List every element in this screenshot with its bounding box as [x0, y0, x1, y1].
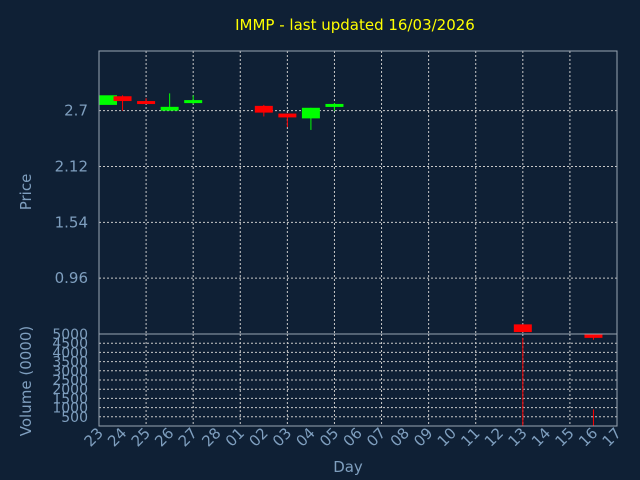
candle-body-13 [513, 324, 532, 333]
volume-bars [522, 337, 594, 426]
candle-body-23 [99, 95, 117, 105]
price-tick-2.12: 2.12 [55, 158, 88, 176]
volume-tick-1500: 1500 [52, 391, 88, 407]
candle-body-24 [113, 96, 132, 102]
volume-tick-2000: 2000 [52, 382, 88, 398]
x-tick-03: 03 [269, 424, 295, 450]
candlestick-series [98, 93, 603, 340]
x-tick-06: 06 [340, 424, 366, 450]
x-tick-24: 24 [104, 424, 130, 450]
x-tick-25: 25 [128, 424, 154, 450]
volume-tick-4500: 4500 [52, 336, 88, 352]
x-tick-05: 05 [316, 424, 342, 450]
x-tick-07: 07 [363, 424, 389, 450]
x-tick-10: 10 [434, 424, 460, 450]
volume-tick-5000: 5000 [52, 327, 88, 343]
price-tick-0.96: 0.96 [55, 269, 88, 287]
volume-gridlines [99, 333, 617, 426]
volume-tick-3000: 3000 [52, 364, 88, 380]
x-tick-01: 01 [222, 424, 248, 450]
candle-body-27 [184, 100, 203, 104]
price-tick-labels: 0.96 1.54 2.12 2.7 [55, 102, 88, 287]
candle-body-25 [137, 101, 156, 105]
x-tick-23: 23 [81, 424, 107, 450]
x-tick-09: 09 [410, 424, 436, 450]
volume-tick-1000: 1000 [52, 401, 88, 417]
candle-body-04 [301, 107, 320, 119]
volume-tick-4000: 4000 [52, 345, 88, 361]
candle-body-05 [325, 103, 344, 107]
x-tick-27: 27 [175, 424, 201, 450]
candle-body-16 [584, 334, 603, 338]
volume-tick-3500: 3500 [52, 355, 88, 371]
x-tick-17: 17 [599, 424, 625, 450]
x-tick-11: 11 [457, 424, 483, 450]
x-axis-label: Day [333, 458, 363, 476]
x-tick-08: 08 [387, 424, 413, 450]
x-tick-labels: 2324252627280102030405060708091011121314… [81, 424, 625, 450]
candle-body-26 [160, 106, 179, 111]
chart-title: IMMP - last updated 16/03/2026 [235, 16, 475, 34]
price-panel-frame [98, 50, 618, 335]
price-axis-label: Price [17, 174, 35, 211]
x-tick-15: 15 [552, 424, 578, 450]
x-tick-12: 12 [481, 424, 507, 450]
volume-panel-frame [98, 333, 618, 427]
price-tick-2.7: 2.7 [64, 102, 88, 120]
x-tick-16: 16 [575, 424, 601, 450]
volume-tick-500: 500 [61, 410, 88, 426]
x-tick-13: 13 [504, 424, 530, 450]
volume-tick-2500: 2500 [52, 373, 88, 389]
candle-body-02 [254, 105, 273, 113]
x-tick-02: 02 [245, 424, 271, 450]
x-tick-14: 14 [528, 424, 554, 450]
x-tick-04: 04 [293, 424, 319, 450]
x-tick-28: 28 [198, 424, 224, 450]
x-tick-26: 26 [151, 424, 177, 450]
price-tick-1.54: 1.54 [55, 213, 88, 231]
candle-body-03 [278, 113, 297, 118]
volume-axis-label: Volume (0000) [17, 326, 35, 436]
price-gridlines [99, 51, 617, 334]
